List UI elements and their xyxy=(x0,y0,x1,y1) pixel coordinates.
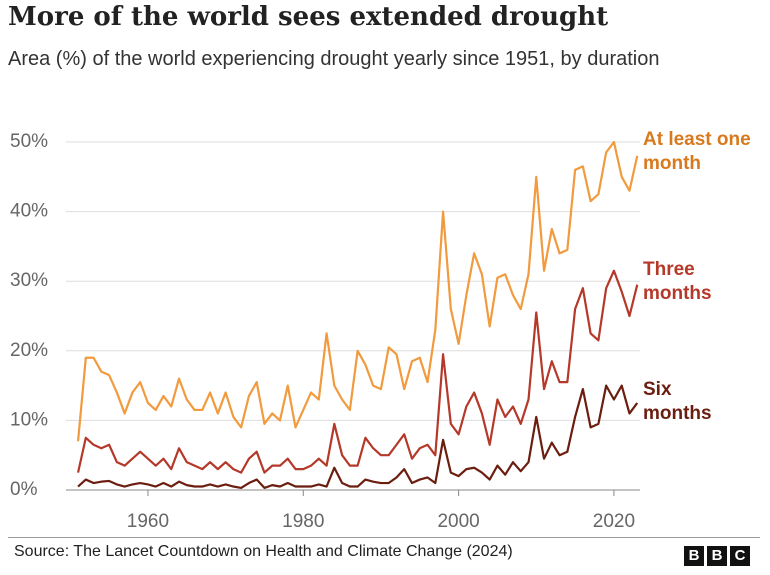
series-label: At least one month xyxy=(643,129,751,174)
y-tick-label: 30% xyxy=(10,270,48,291)
series-line xyxy=(76,140,639,442)
x-tick-label: 1960 xyxy=(127,511,169,532)
divider xyxy=(8,537,760,538)
x-tick-label: 2000 xyxy=(437,511,479,532)
y-tick-label: 20% xyxy=(10,340,48,361)
y-tick-label: 0% xyxy=(10,479,38,500)
y-tick-label: 40% xyxy=(10,201,48,222)
series-label: Three months xyxy=(643,259,712,304)
chart-subtitle: Area (%) of the world experiencing droug… xyxy=(8,48,660,70)
logo-letter: B xyxy=(684,546,704,566)
logo-letter: C xyxy=(730,546,750,566)
series-line xyxy=(76,269,639,474)
x-tick-label: 2020 xyxy=(593,511,635,532)
logo-letter: B xyxy=(707,546,727,566)
x-tick-label: 1980 xyxy=(282,511,324,532)
chart-title: More of the world sees extended drought xyxy=(8,2,609,32)
y-tick-label: 10% xyxy=(10,409,48,430)
series-label: Six months xyxy=(643,379,712,424)
source: Source: The Lancet Countdown on Health a… xyxy=(14,543,513,560)
y-tick-label: 50% xyxy=(10,131,48,152)
series-line xyxy=(77,384,639,490)
